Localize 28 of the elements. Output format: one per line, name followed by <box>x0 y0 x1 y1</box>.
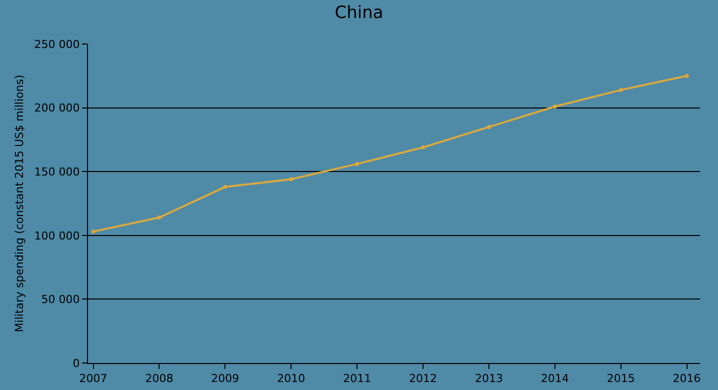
x-tick-label: 2013 <box>474 372 503 386</box>
y-tick-label: 250 000 <box>34 38 80 51</box>
x-tick-label: 2015 <box>606 372 635 386</box>
point <box>618 88 623 92</box>
point <box>486 124 491 129</box>
x-tick-label: 2016 <box>672 372 701 386</box>
y-tick-label: 200 000 <box>34 102 80 115</box>
point <box>421 145 426 150</box>
chart-title: China <box>334 2 384 23</box>
point <box>355 162 360 166</box>
point <box>91 230 96 234</box>
x-tick-label: 2010 <box>277 372 306 386</box>
x-tick-label: 2012 <box>409 372 438 386</box>
y-tick-label: 50 000 <box>41 293 80 306</box>
x-tick-label: 2008 <box>145 372 174 386</box>
point <box>157 216 162 220</box>
point <box>223 184 228 189</box>
x-tick-label: 2007 <box>79 372 108 386</box>
x-tick-label: 2009 <box>211 372 240 386</box>
y-tick-label: 0 <box>72 356 80 370</box>
point <box>552 104 557 109</box>
point <box>684 74 689 78</box>
point <box>289 177 294 182</box>
y-tick-label: 150 000 <box>34 165 80 178</box>
x-tick-label: 2014 <box>540 372 569 386</box>
y-axis-title: Military spending (constant 2015 US$ millions) <box>12 74 26 332</box>
y-tick-label: 100 000 <box>34 229 80 242</box>
x-tick-label: 2011 <box>343 372 372 386</box>
